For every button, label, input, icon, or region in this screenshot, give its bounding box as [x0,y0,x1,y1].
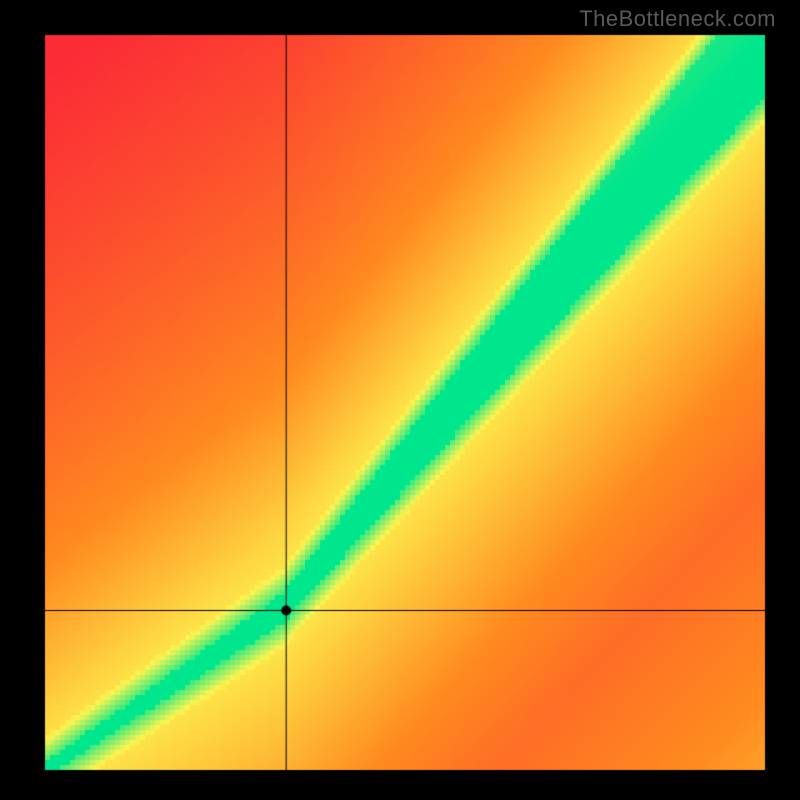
bottleneck-heatmap [0,0,800,800]
watermark-text: TheBottleneck.com [579,6,776,32]
